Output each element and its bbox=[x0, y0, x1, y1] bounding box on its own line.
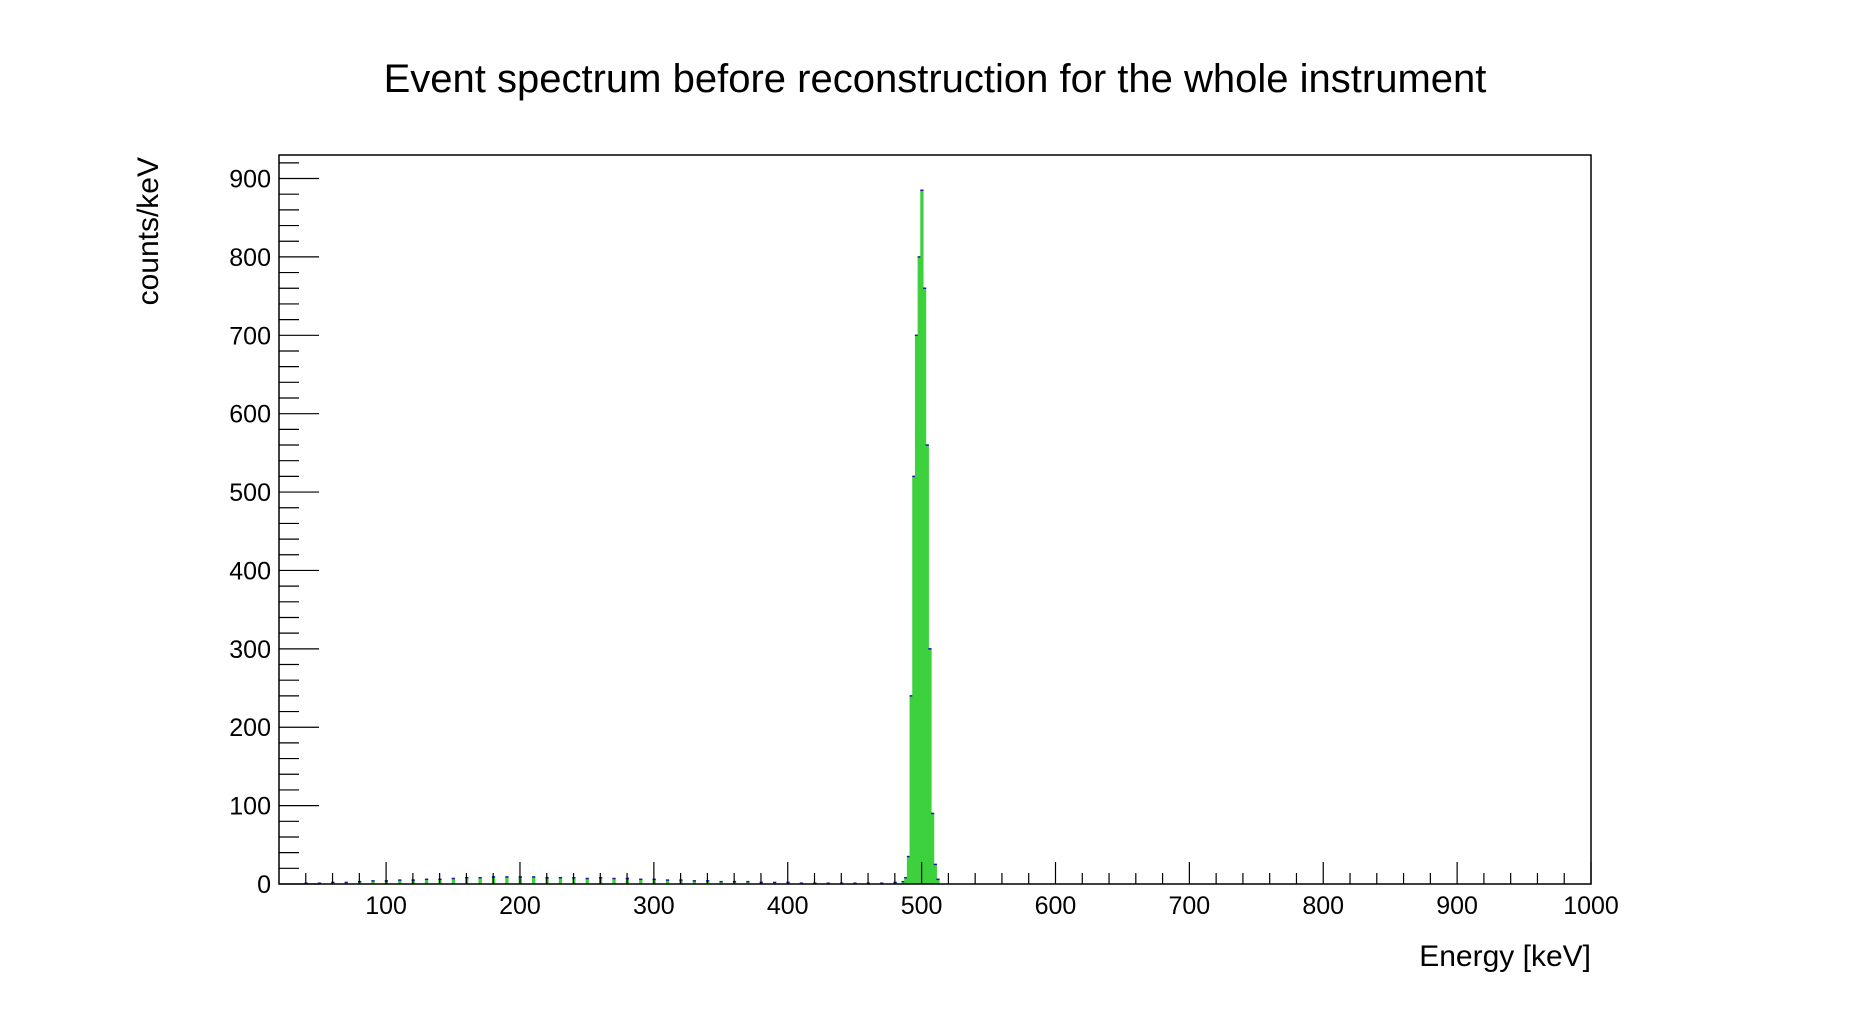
x-axis: 100 200 300 400 500 600 700 800 900 1000 bbox=[305, 862, 1619, 920]
peak-bar bbox=[901, 881, 905, 884]
continuum-bar bbox=[451, 878, 455, 884]
continuum-bar bbox=[612, 878, 616, 884]
x-tick-label: 400 bbox=[767, 892, 809, 920]
peak-bar bbox=[930, 813, 935, 884]
peak-bar bbox=[912, 476, 916, 884]
peak-bar bbox=[906, 856, 911, 884]
y-tick-label: 300 bbox=[229, 636, 271, 664]
continuum-bar bbox=[371, 880, 375, 884]
continuum-bar bbox=[424, 879, 429, 884]
y-axis: 0 100 200 300 400 500 600 700 800 900 bbox=[229, 162, 319, 899]
y-tick-label: 800 bbox=[229, 244, 271, 272]
continuum-bar bbox=[558, 877, 563, 884]
x-axis-label: Energy [keV] bbox=[1419, 940, 1591, 973]
continuum-bar bbox=[746, 881, 750, 884]
peak-bar bbox=[928, 648, 932, 884]
x-tick-label: 1000 bbox=[1563, 892, 1619, 920]
continuum-bar bbox=[585, 878, 589, 884]
x-tick-label: 200 bbox=[499, 892, 541, 920]
continuum-bar bbox=[398, 880, 402, 884]
peak-bar bbox=[917, 256, 921, 884]
y-axis-label: counts/keV bbox=[132, 157, 165, 305]
y-tick-label: 0 bbox=[257, 871, 271, 899]
continuum-bar bbox=[692, 880, 696, 884]
plot-frame bbox=[278, 154, 1592, 885]
peak-bar bbox=[933, 864, 937, 884]
y-tick-label: 400 bbox=[229, 557, 271, 585]
y-tick-label: 100 bbox=[229, 793, 271, 821]
peak-bar bbox=[904, 877, 908, 884]
x-tick-label: 700 bbox=[1169, 892, 1211, 920]
y-tick-label: 700 bbox=[229, 322, 271, 350]
continuum-bar bbox=[773, 882, 777, 884]
peak-bar bbox=[936, 879, 940, 884]
chart-title: Event spectrum before reconstruction for… bbox=[384, 57, 1487, 101]
y-tick-label: 500 bbox=[229, 479, 271, 507]
continuum-bar bbox=[478, 877, 482, 884]
y-tick-label: 200 bbox=[229, 714, 271, 742]
continuum-bar bbox=[505, 876, 509, 884]
x-tick-label: 500 bbox=[901, 892, 943, 920]
continuum-bar bbox=[344, 882, 348, 884]
histogram-bars bbox=[304, 189, 940, 884]
x-tick-label: 300 bbox=[633, 892, 675, 920]
x-tick-label: 900 bbox=[1436, 892, 1478, 920]
x-tick-label: 600 bbox=[1035, 892, 1077, 920]
y-tick-label: 900 bbox=[229, 166, 271, 194]
y-tick-label: 600 bbox=[229, 401, 271, 429]
continuum-bar bbox=[719, 881, 723, 884]
continuum-bar bbox=[665, 880, 670, 884]
peak-bar bbox=[909, 695, 913, 884]
continuum-bar bbox=[532, 876, 536, 884]
x-tick-label: 100 bbox=[365, 892, 407, 920]
peak-bar bbox=[922, 288, 927, 884]
peak-bar bbox=[920, 190, 924, 884]
continuum-bar bbox=[639, 879, 643, 884]
x-tick-label: 800 bbox=[1302, 892, 1344, 920]
peak-bar bbox=[925, 445, 929, 884]
peak-bar bbox=[914, 335, 919, 884]
